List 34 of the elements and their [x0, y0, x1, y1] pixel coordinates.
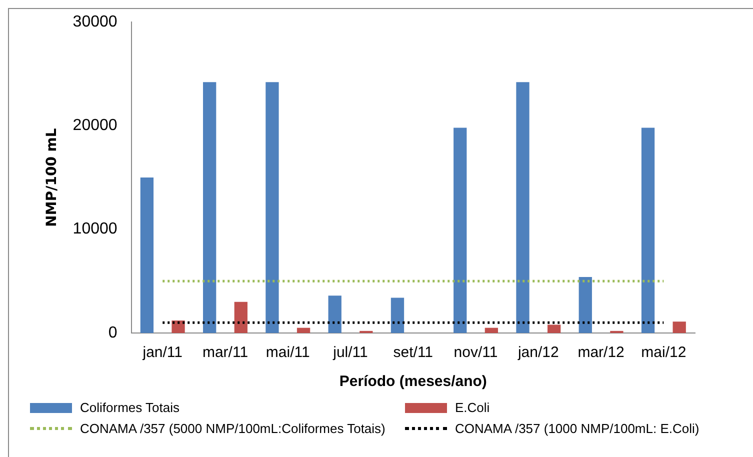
legend-label: CONAMA /357 (1000 NMP/100mL: E.Coli): [455, 421, 700, 436]
x-tick-label: set/11: [393, 344, 434, 362]
bar: [203, 82, 216, 333]
y-tick-label: 30000: [72, 13, 118, 30]
bar: [454, 128, 467, 333]
x-tick-label: mar/12: [578, 344, 624, 362]
x-tick-label: jan/12: [516, 344, 559, 362]
bar: [234, 302, 248, 333]
x-tick-label: jul/11: [332, 344, 368, 362]
x-tick-label: nov/11: [454, 344, 498, 362]
legend-label: CONAMA /357 (5000 NMP/100mL:Coliformes Totais): [80, 421, 386, 436]
y-tick-label: 20000: [72, 117, 118, 134]
y-tick-label: 10000: [72, 220, 118, 238]
bar: [641, 128, 655, 333]
bar: [484, 328, 498, 333]
bar: [328, 296, 342, 333]
bar: [547, 324, 561, 333]
legend-label: Coliformes Totais: [80, 400, 180, 415]
x-tick-label: mai/12: [641, 344, 686, 362]
legend-label: E.Coli: [455, 400, 490, 415]
y-tick-label: 0: [108, 324, 118, 342]
x-axis-title: Período (meses/ano): [339, 373, 487, 390]
x-tick-label: mar/11: [202, 344, 248, 362]
x-tick-label: mai/11: [266, 344, 310, 362]
bar: [390, 298, 404, 333]
bar: [172, 320, 185, 333]
bar: [516, 82, 530, 333]
bar: [266, 82, 279, 333]
bar: [578, 277, 592, 333]
bar: [672, 322, 686, 333]
y-axis-title: NMP/100 mL: [44, 128, 60, 227]
bar: [140, 178, 154, 333]
x-tick-label: jan/11: [142, 344, 182, 362]
bar: [296, 328, 310, 333]
